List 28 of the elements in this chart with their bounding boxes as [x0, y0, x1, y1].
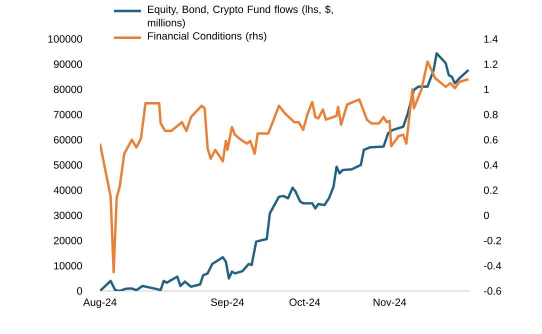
y2-tick-label: 1	[484, 86, 489, 93]
y-tick-label: 90000	[54, 60, 82, 68]
y-tick-label: 40000	[54, 186, 82, 194]
y2-tick-label: 0.4	[484, 161, 498, 169]
y-tick-label: 0	[77, 287, 82, 295]
y-tick-label: 10000	[54, 262, 82, 270]
x-tick-label: Sep-24	[210, 298, 244, 308]
y-tick-label: 30000	[54, 212, 82, 220]
y2-tick-label: -0.2	[484, 236, 502, 244]
y2-tick-label: 1.4	[484, 35, 498, 43]
legend-label: Equity, Bond, Crypto Fund flows (lhs, $, millions)	[148, 5, 333, 29]
y2-tick-label: 0.2	[484, 186, 498, 194]
y-tick-label: 70000	[54, 110, 82, 118]
y-tick-label: 60000	[54, 136, 82, 144]
x-tick-label: Aug-24	[83, 298, 117, 308]
y2-tick-label: -0.6	[484, 287, 502, 295]
y2-tick-label: -0.4	[484, 262, 502, 270]
y-tick-label: 50000	[54, 161, 82, 169]
y2-tick-label: 0.8	[484, 110, 498, 118]
y-tick-label: 100000	[48, 35, 82, 43]
x-tick-label: Oct-24	[290, 298, 320, 306]
y-tick-label: 20000	[54, 236, 82, 244]
y2-tick-label: 0	[484, 212, 489, 220]
y2-tick-label: 1.2	[484, 60, 498, 68]
y2-tick-label: 0.6	[484, 136, 498, 144]
x-tick-label: Nov-24	[374, 298, 406, 306]
y-tick-label: 80000	[54, 86, 82, 94]
legend-label: Financial Conditions (rhs)	[148, 32, 266, 42]
